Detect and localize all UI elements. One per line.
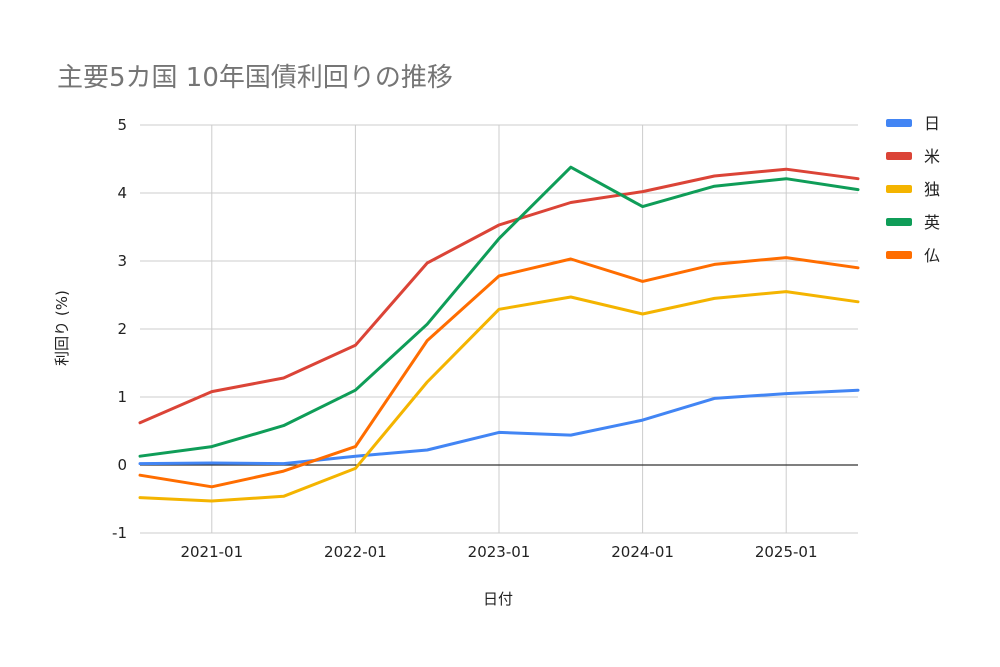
grid-layer xyxy=(140,124,858,534)
y-tick-label: 4 xyxy=(117,184,127,202)
legend-label: 英 xyxy=(924,213,940,232)
series-line-1 xyxy=(138,167,860,425)
series-layer xyxy=(138,165,860,503)
legend-label: 米 xyxy=(924,147,940,166)
series-line-2 xyxy=(138,290,860,503)
x-axis-ticks: 2021-01 2022-01 2023-01 2024-01 2025-01 xyxy=(180,543,817,561)
legend-label: 仏 xyxy=(924,246,940,265)
legend-swatch xyxy=(886,185,912,193)
y-tick-label: 5 xyxy=(117,116,127,134)
y-axis-ticks: -1 0 1 2 3 4 5 xyxy=(112,116,127,542)
x-tick-label: 2023-01 xyxy=(468,543,531,561)
series-line-0 xyxy=(138,388,860,466)
y-tick-label: -1 xyxy=(112,524,127,542)
x-tick-label: 2021-01 xyxy=(180,543,243,561)
x-tick-label: 2024-01 xyxy=(611,543,674,561)
series-line-3 xyxy=(138,165,860,458)
legend-swatch xyxy=(886,119,912,127)
series-line-4 xyxy=(138,256,860,489)
y-axis-label: 利回り (%) xyxy=(53,290,71,366)
legend-swatch xyxy=(886,251,912,259)
y-tick-label: 3 xyxy=(117,252,127,270)
x-tick-label: 2022-01 xyxy=(324,543,387,561)
x-tick-label: 2025-01 xyxy=(755,543,818,561)
legend-label: 日 xyxy=(924,114,940,133)
legend-label: 独 xyxy=(924,180,940,199)
y-tick-label: 0 xyxy=(117,456,127,474)
y-tick-label: 2 xyxy=(117,320,127,338)
legend-swatch xyxy=(886,152,912,160)
x-axis-label: 日付 xyxy=(483,590,513,608)
legend-swatch xyxy=(886,218,912,226)
y-tick-label: 1 xyxy=(117,388,127,406)
chart-title: 主要5カ国 10年国債利回りの推移 xyxy=(57,63,453,93)
